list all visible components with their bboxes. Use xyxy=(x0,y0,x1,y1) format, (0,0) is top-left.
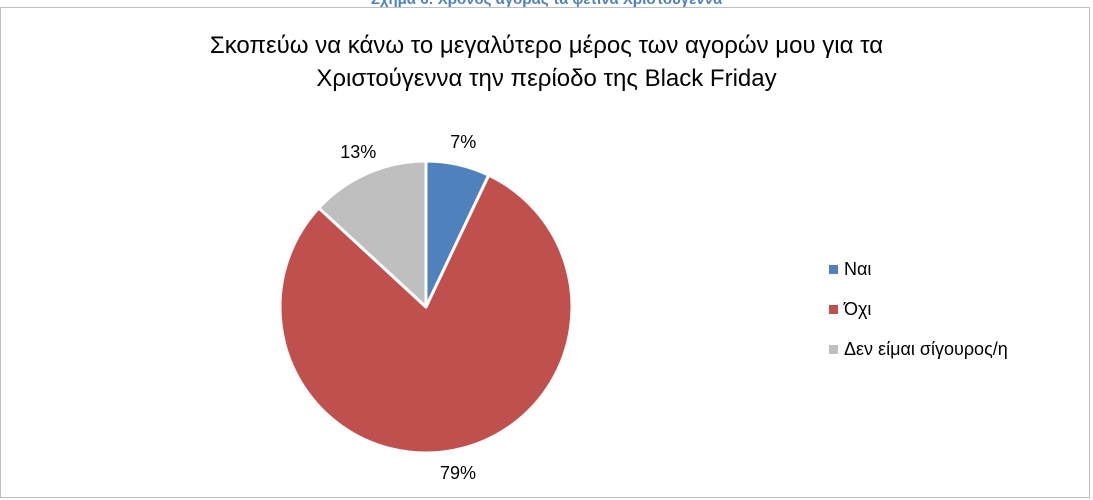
figure-caption: Σχήμα 6: Χρόνος αγοράς τα φετινά Χριστού… xyxy=(0,0,1093,8)
legend-swatch-no xyxy=(829,304,838,314)
data-label-yes: 7% xyxy=(450,132,476,152)
legend-item-no: Όχι xyxy=(829,289,1008,329)
chart-title-line-2: Χριστούγεννα την περίοδο της Black Frida… xyxy=(316,65,777,92)
legend-item-not-sure: Δεν είμαι σίγουρος/η xyxy=(829,329,1008,369)
legend-label-not-sure: Δεν είμαι σίγουρος/η xyxy=(844,338,1008,359)
legend-item-yes: Ναι xyxy=(829,249,1008,289)
legend-swatch-yes xyxy=(829,264,838,274)
legend-label-no: Όχι xyxy=(844,298,872,319)
data-label-no: 79% xyxy=(440,463,476,483)
pie-slice-no xyxy=(278,173,574,455)
pie-slice-not-sure xyxy=(317,159,428,309)
chart-title: Σκοπεύω να κάνω το μεγαλύτερο μέρος των … xyxy=(0,29,1093,95)
chart-title-line-1: Σκοπεύω να κάνω το μεγαλύτερο μέρος των … xyxy=(209,32,884,59)
legend-swatch-not-sure xyxy=(829,344,838,354)
legend-label-yes: Ναι xyxy=(844,258,872,279)
data-label-not-sure: 13% xyxy=(340,142,376,162)
chart-legend: Ναι Όχι Δεν είμαι σίγουρος/η xyxy=(829,249,1008,369)
chart-frame xyxy=(0,7,1090,498)
